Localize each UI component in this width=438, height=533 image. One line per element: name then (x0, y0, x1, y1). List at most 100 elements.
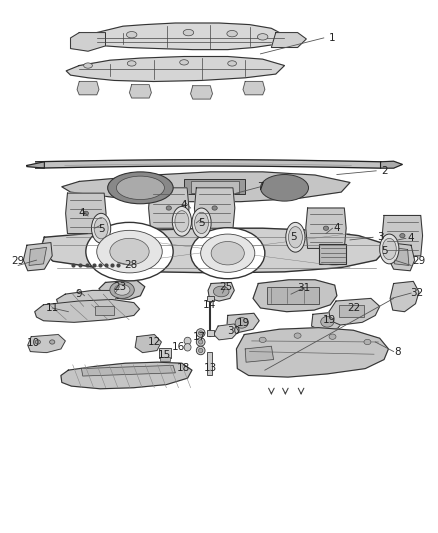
Polygon shape (227, 313, 259, 333)
Ellipse shape (114, 285, 130, 295)
Polygon shape (135, 335, 161, 353)
Polygon shape (35, 300, 140, 322)
Ellipse shape (196, 338, 205, 346)
Polygon shape (253, 280, 337, 312)
Ellipse shape (117, 176, 164, 199)
Polygon shape (191, 86, 212, 99)
Ellipse shape (110, 281, 134, 298)
Ellipse shape (380, 234, 399, 264)
Polygon shape (311, 312, 345, 332)
Ellipse shape (198, 331, 203, 335)
Polygon shape (272, 33, 306, 47)
Polygon shape (387, 243, 415, 271)
Polygon shape (208, 282, 234, 301)
Bar (207, 330, 214, 336)
Bar (207, 296, 214, 301)
Bar (159, 349, 171, 358)
Polygon shape (243, 82, 265, 95)
Polygon shape (40, 228, 385, 273)
Polygon shape (390, 281, 419, 312)
Ellipse shape (213, 286, 229, 297)
Polygon shape (79, 23, 285, 50)
Polygon shape (329, 298, 380, 325)
Text: 5: 5 (381, 246, 388, 255)
Polygon shape (392, 247, 409, 265)
Text: 32: 32 (410, 288, 423, 298)
Polygon shape (237, 328, 389, 377)
Ellipse shape (382, 238, 396, 260)
Ellipse shape (184, 344, 191, 351)
Text: 4: 4 (181, 200, 187, 211)
Bar (319, 244, 346, 264)
Polygon shape (306, 208, 346, 248)
Polygon shape (61, 362, 192, 389)
Ellipse shape (261, 174, 308, 201)
Ellipse shape (180, 60, 188, 65)
Ellipse shape (196, 329, 205, 337)
Text: 5: 5 (290, 232, 297, 243)
Text: 17: 17 (193, 332, 206, 342)
Ellipse shape (83, 211, 88, 215)
Bar (207, 352, 212, 375)
Text: 1: 1 (329, 33, 336, 43)
Text: 23: 23 (113, 282, 126, 292)
Polygon shape (130, 85, 151, 98)
Ellipse shape (235, 318, 248, 328)
Polygon shape (194, 188, 235, 228)
Ellipse shape (201, 234, 255, 272)
Ellipse shape (184, 337, 191, 345)
Bar (191, 181, 239, 192)
Bar (267, 287, 319, 304)
Ellipse shape (35, 340, 40, 344)
Text: 28: 28 (124, 261, 138, 270)
Ellipse shape (258, 34, 268, 40)
Text: 31: 31 (297, 283, 311, 293)
Text: 30: 30 (227, 326, 240, 336)
Ellipse shape (97, 230, 162, 273)
Ellipse shape (191, 228, 265, 279)
Text: 15: 15 (158, 350, 171, 360)
Ellipse shape (86, 222, 173, 281)
Polygon shape (77, 82, 99, 95)
Polygon shape (81, 366, 175, 376)
Ellipse shape (198, 349, 203, 353)
Ellipse shape (329, 334, 336, 340)
Text: 19: 19 (322, 314, 336, 325)
Polygon shape (214, 324, 239, 340)
Text: 4: 4 (408, 233, 414, 244)
Ellipse shape (94, 217, 108, 239)
Ellipse shape (175, 211, 189, 232)
Text: 3: 3 (377, 232, 384, 243)
Polygon shape (71, 33, 106, 51)
Text: 25: 25 (219, 282, 232, 292)
Ellipse shape (183, 29, 194, 36)
Polygon shape (381, 161, 403, 168)
Text: 14: 14 (203, 300, 216, 310)
Polygon shape (66, 193, 106, 233)
Polygon shape (382, 215, 423, 256)
Text: 12: 12 (148, 337, 161, 347)
Ellipse shape (321, 317, 334, 327)
Ellipse shape (92, 213, 111, 243)
Ellipse shape (198, 340, 203, 344)
Polygon shape (148, 188, 189, 228)
Ellipse shape (127, 61, 136, 66)
Polygon shape (27, 162, 44, 168)
Ellipse shape (294, 333, 301, 338)
Polygon shape (57, 290, 118, 308)
Ellipse shape (166, 206, 171, 210)
Text: 4: 4 (334, 223, 340, 233)
Ellipse shape (323, 226, 328, 230)
Polygon shape (23, 243, 52, 271)
Bar (339, 305, 364, 317)
Ellipse shape (259, 337, 266, 343)
Ellipse shape (227, 30, 237, 37)
Text: 2: 2 (381, 166, 388, 176)
Ellipse shape (286, 222, 305, 252)
Ellipse shape (211, 241, 244, 265)
Text: 22: 22 (348, 303, 361, 313)
Ellipse shape (110, 238, 149, 265)
Polygon shape (35, 160, 381, 168)
Text: 5: 5 (198, 218, 205, 228)
Text: 10: 10 (27, 338, 40, 348)
